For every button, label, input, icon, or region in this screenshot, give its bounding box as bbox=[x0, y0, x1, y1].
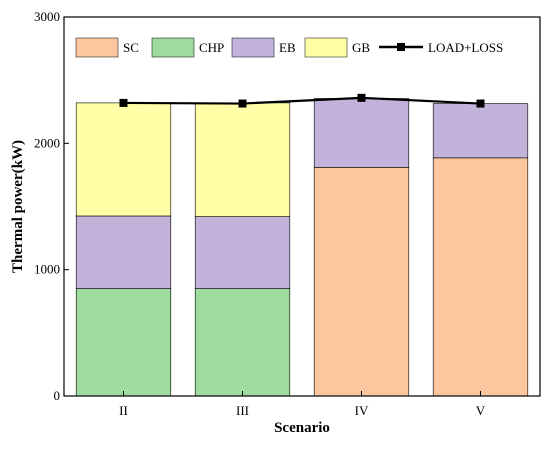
bar-chp-iii bbox=[194, 288, 291, 397]
y-tick-label: 3000 bbox=[34, 9, 60, 24]
legend-swatch-sc bbox=[75, 37, 119, 58]
bar-eb-v bbox=[432, 103, 529, 159]
load-loss-line-path bbox=[123, 96, 481, 105]
x-tick-label-v: V bbox=[476, 403, 486, 418]
bar-sc-v bbox=[432, 157, 529, 397]
bar-eb-ii bbox=[75, 215, 172, 289]
legend-swatch-gb bbox=[304, 37, 348, 58]
x-axis: II III IV V bbox=[119, 391, 486, 418]
legend-label-load-loss: LOAD+LOSS bbox=[428, 40, 503, 55]
bar-eb-iv bbox=[313, 98, 410, 168]
legend-label-chp: CHP bbox=[199, 40, 224, 55]
legend-label-eb: EB bbox=[279, 40, 296, 55]
y-tick-label: 1000 bbox=[34, 262, 60, 277]
x-tick-label-iii: III bbox=[236, 403, 249, 418]
load-loss-marker-iii bbox=[238, 99, 247, 108]
legend-label-gb: GB bbox=[352, 40, 370, 55]
legend-marker-load-loss bbox=[397, 43, 405, 51]
y-axis: 0 1000 2000 3000 bbox=[34, 9, 69, 403]
bar-eb-iii bbox=[194, 216, 291, 289]
legend: SC CHP EB GB LOAD+LOSS bbox=[75, 37, 503, 58]
stacked-bars bbox=[75, 98, 529, 397]
plot-frame bbox=[63, 16, 541, 397]
load-loss-marker-iv bbox=[357, 93, 366, 102]
legend-label-sc: SC bbox=[123, 40, 139, 55]
legend-swatch-eb bbox=[231, 37, 275, 58]
bar-chp-ii bbox=[75, 288, 172, 397]
x-tick-label-ii: II bbox=[119, 403, 128, 418]
y-axis-title: Thermal power(kW) bbox=[10, 140, 26, 273]
bar-sc-iv bbox=[313, 167, 410, 397]
bar-gb-iii bbox=[194, 102, 291, 217]
load-loss-line bbox=[119, 93, 485, 108]
load-loss-marker-v bbox=[476, 99, 485, 108]
legend-swatch-chp bbox=[151, 37, 195, 58]
y-tick-label: 0 bbox=[54, 388, 61, 403]
x-tick-label-iv: IV bbox=[355, 403, 369, 418]
load-loss-marker-ii bbox=[119, 98, 128, 107]
bar-gb-ii bbox=[75, 102, 172, 217]
x-axis-title: Scenario bbox=[274, 420, 330, 436]
y-tick-label: 2000 bbox=[34, 135, 60, 150]
